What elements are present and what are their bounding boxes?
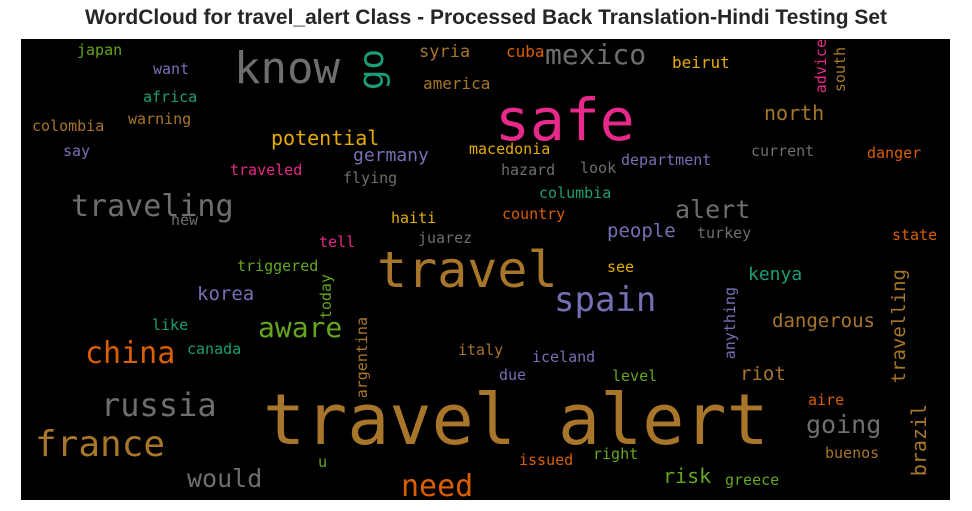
word-hazard: hazard (501, 163, 555, 178)
word-america: america (423, 76, 490, 92)
word-mexico: mexico (545, 41, 646, 69)
word-haiti: haiti (391, 211, 436, 226)
word-brazil: brazil (909, 404, 929, 476)
word-u: u (318, 455, 327, 470)
word-buenos: buenos (825, 446, 879, 461)
word-japan: japan (77, 43, 122, 58)
word-level: level (612, 369, 657, 384)
word-see: see (607, 260, 634, 275)
word-look: look (580, 161, 616, 176)
word-need: need (401, 472, 473, 500)
word-aire: aire (808, 393, 844, 408)
word-country: country (502, 207, 565, 222)
word-argentina: argentina (355, 317, 370, 398)
word-tell: tell (319, 235, 355, 250)
word-right: right (593, 447, 638, 462)
word-alert: alert (675, 197, 750, 222)
word-russia: russia (101, 389, 217, 421)
word-current: current (751, 144, 814, 159)
word-department: department (621, 153, 711, 168)
word-want: want (153, 62, 189, 77)
word-go: go (355, 49, 389, 90)
word-cloud: travel alert travel safe know go mexico spain t… (21, 39, 950, 500)
word-traveling: traveling (71, 192, 234, 222)
word-south: south (833, 47, 848, 92)
word-turkey: turkey (697, 226, 751, 241)
word-triggered: triggered (237, 259, 318, 274)
word-anything: anything (723, 287, 738, 359)
word-state: state (892, 228, 937, 243)
word-north: north (764, 103, 824, 123)
word-travelling: travelling (890, 269, 909, 383)
word-beirut: beirut (672, 55, 730, 71)
word-cuba: cuba (506, 44, 545, 60)
word-kenya: kenya (748, 266, 802, 284)
word-columbia: columbia (539, 186, 611, 201)
word-germany: germany (353, 147, 429, 165)
word-risk: risk (663, 466, 711, 486)
word-korea: korea (197, 285, 254, 304)
word-advice: advice (814, 39, 829, 93)
word-colombia: colombia (32, 119, 104, 134)
word-dangerous: dangerous (772, 312, 875, 331)
word-going: going (806, 412, 881, 437)
word-like: like (152, 318, 188, 333)
word-iceland: iceland (532, 350, 595, 365)
word-juarez: juarez (418, 231, 472, 246)
word-danger: danger (867, 146, 921, 161)
word-flying: flying (343, 171, 397, 186)
word-warning: warning (128, 112, 191, 127)
word-syria: syria (419, 44, 470, 61)
word-know: know (234, 47, 340, 91)
word-canada: canada (187, 342, 241, 357)
word-due: due (499, 368, 526, 383)
word-traveled: traveled (230, 163, 302, 178)
word-china: china (85, 339, 175, 369)
word-africa: africa (143, 90, 197, 105)
word-today: today (319, 274, 334, 319)
word-greece: greece (725, 473, 779, 488)
word-travel: travel (377, 245, 558, 295)
word-france: france (35, 427, 165, 463)
word-say: say (63, 144, 90, 159)
word-issued: issued (519, 453, 573, 468)
word-people: people (607, 222, 676, 241)
word-macedonia: macedonia (469, 142, 550, 157)
chart-title: WordCloud for travel_alert Class - Proce… (0, 6, 972, 30)
word-would: would (187, 466, 262, 491)
word-riot: riot (740, 365, 786, 384)
word-new: new (171, 213, 198, 228)
word-italy: italy (458, 343, 503, 358)
word-travel-alert: travel alert (263, 385, 769, 455)
word-spain: spain (554, 283, 656, 317)
